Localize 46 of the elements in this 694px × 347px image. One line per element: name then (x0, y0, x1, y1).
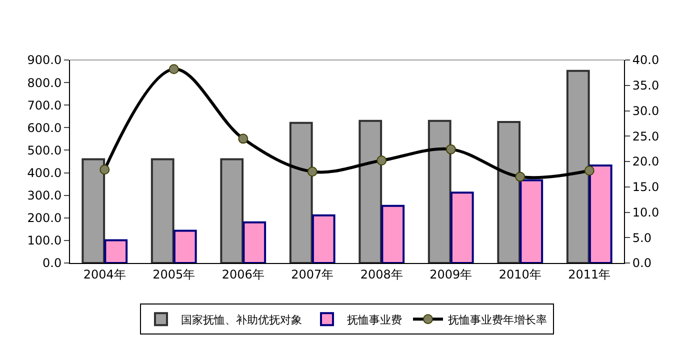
bar (173, 230, 197, 263)
bar (220, 158, 244, 263)
legend-label: 抚恤事业费年增长率 (447, 313, 547, 326)
y-tick-label: 800.0 (27, 76, 62, 90)
bar (520, 179, 544, 263)
y-tick-label: 200.0 (27, 211, 62, 226)
x-tick-label: 2008年 (360, 267, 403, 282)
legend-label: 国家抚恤、补助优抚对象 (181, 313, 302, 326)
bar (104, 239, 128, 263)
y2-tick-label: 20.0 (632, 154, 660, 169)
y2-tick-label: 40.0 (632, 53, 660, 68)
y-tick-label: 0.0 (42, 256, 62, 270)
y2-tick-label: 5.0 (632, 230, 652, 245)
bar (289, 122, 313, 263)
x-tick-label: 2011年 (568, 267, 611, 282)
bar (358, 120, 382, 263)
y2-tick-label: 0.0 (632, 256, 652, 270)
bar (242, 221, 266, 263)
bar (450, 192, 474, 263)
bar (150, 158, 174, 263)
y-tick-label: 600.0 (27, 120, 62, 135)
y2-tick-label: 35.0 (632, 78, 660, 93)
y-tick-label: 300.0 (27, 188, 62, 203)
y-tick-label: 700.0 (27, 98, 62, 112)
bar (428, 120, 452, 263)
x-tick-label: 2005年 (152, 267, 196, 282)
bar (588, 164, 612, 263)
y-tick-label: 900.0 (27, 53, 62, 68)
x-tick-label: 2007年 (291, 267, 334, 282)
bar (312, 214, 336, 263)
y-tick-label: 100.0 (27, 234, 62, 248)
y2-tick-label: 30.0 (632, 104, 660, 118)
y2-tick-label: 10.0 (632, 205, 660, 220)
x-tick-label: 2010年 (498, 267, 542, 282)
bar (82, 158, 106, 263)
y-tick-label: 400.0 (27, 166, 62, 180)
bar (497, 121, 521, 263)
x-tick-label: 2006年 (222, 267, 264, 282)
bar (381, 204, 405, 263)
y2-tick-label: 25.0 (632, 129, 660, 144)
legend-label: 抚恤事业费 (346, 313, 402, 326)
x-tick-label: 2004年 (83, 267, 126, 282)
y2-tick-label: 15.0 (632, 180, 660, 194)
x-tick-label: 2009年 (430, 267, 472, 282)
bar (566, 70, 590, 263)
y-tick-label: 500.0 (27, 143, 62, 158)
